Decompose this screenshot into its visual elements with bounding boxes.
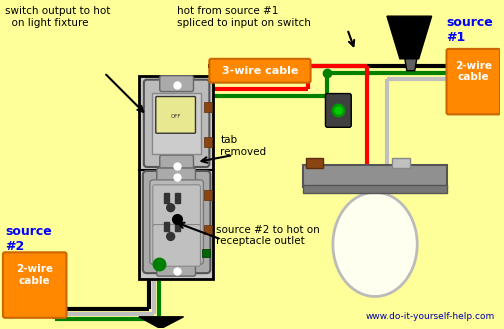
Text: source
#1: source #1	[447, 16, 493, 44]
Polygon shape	[139, 317, 183, 329]
Bar	[302, 185, 447, 193]
Bar	[305, 158, 324, 168]
FancyBboxPatch shape	[153, 185, 201, 226]
FancyBboxPatch shape	[157, 260, 196, 276]
FancyBboxPatch shape	[326, 93, 351, 127]
Circle shape	[167, 204, 174, 212]
FancyBboxPatch shape	[156, 96, 196, 133]
FancyBboxPatch shape	[160, 155, 194, 171]
Bar	[205, 103, 212, 113]
Text: 3-wire cable: 3-wire cable	[222, 66, 298, 76]
FancyBboxPatch shape	[3, 252, 67, 318]
FancyBboxPatch shape	[144, 80, 209, 167]
FancyBboxPatch shape	[153, 224, 201, 266]
Circle shape	[167, 233, 174, 240]
FancyBboxPatch shape	[160, 76, 194, 91]
Bar	[139, 76, 213, 279]
FancyBboxPatch shape	[143, 171, 210, 273]
Bar	[302, 165, 447, 187]
Text: source
#2: source #2	[5, 224, 52, 253]
Polygon shape	[387, 16, 431, 59]
Text: switch output to hot
  on light fixture: switch output to hot on light fixture	[5, 6, 110, 28]
Text: www.do-it-yourself-help.com: www.do-it-yourself-help.com	[366, 312, 495, 321]
Text: 2-wire
cable: 2-wire cable	[455, 61, 492, 82]
Ellipse shape	[333, 192, 417, 296]
Text: 2-wire
cable: 2-wire cable	[16, 264, 53, 286]
FancyBboxPatch shape	[150, 180, 204, 264]
Bar	[174, 193, 179, 203]
Text: tab
removed: tab removed	[220, 135, 267, 157]
Bar	[205, 190, 212, 200]
Bar	[392, 158, 410, 168]
Bar	[152, 92, 202, 154]
Bar	[203, 249, 210, 257]
FancyBboxPatch shape	[447, 49, 500, 114]
Bar	[164, 193, 169, 203]
Text: OFF: OFF	[170, 114, 181, 119]
Polygon shape	[405, 59, 417, 71]
Bar	[174, 221, 179, 232]
Text: hot from source #1
spliced to input on switch: hot from source #1 spliced to input on s…	[176, 6, 310, 28]
FancyBboxPatch shape	[209, 59, 310, 83]
Text: source #2 to hot on
receptacle outlet: source #2 to hot on receptacle outlet	[216, 224, 320, 246]
Bar	[205, 224, 212, 235]
Bar	[164, 221, 169, 232]
Bar	[205, 137, 212, 147]
FancyBboxPatch shape	[157, 168, 196, 184]
